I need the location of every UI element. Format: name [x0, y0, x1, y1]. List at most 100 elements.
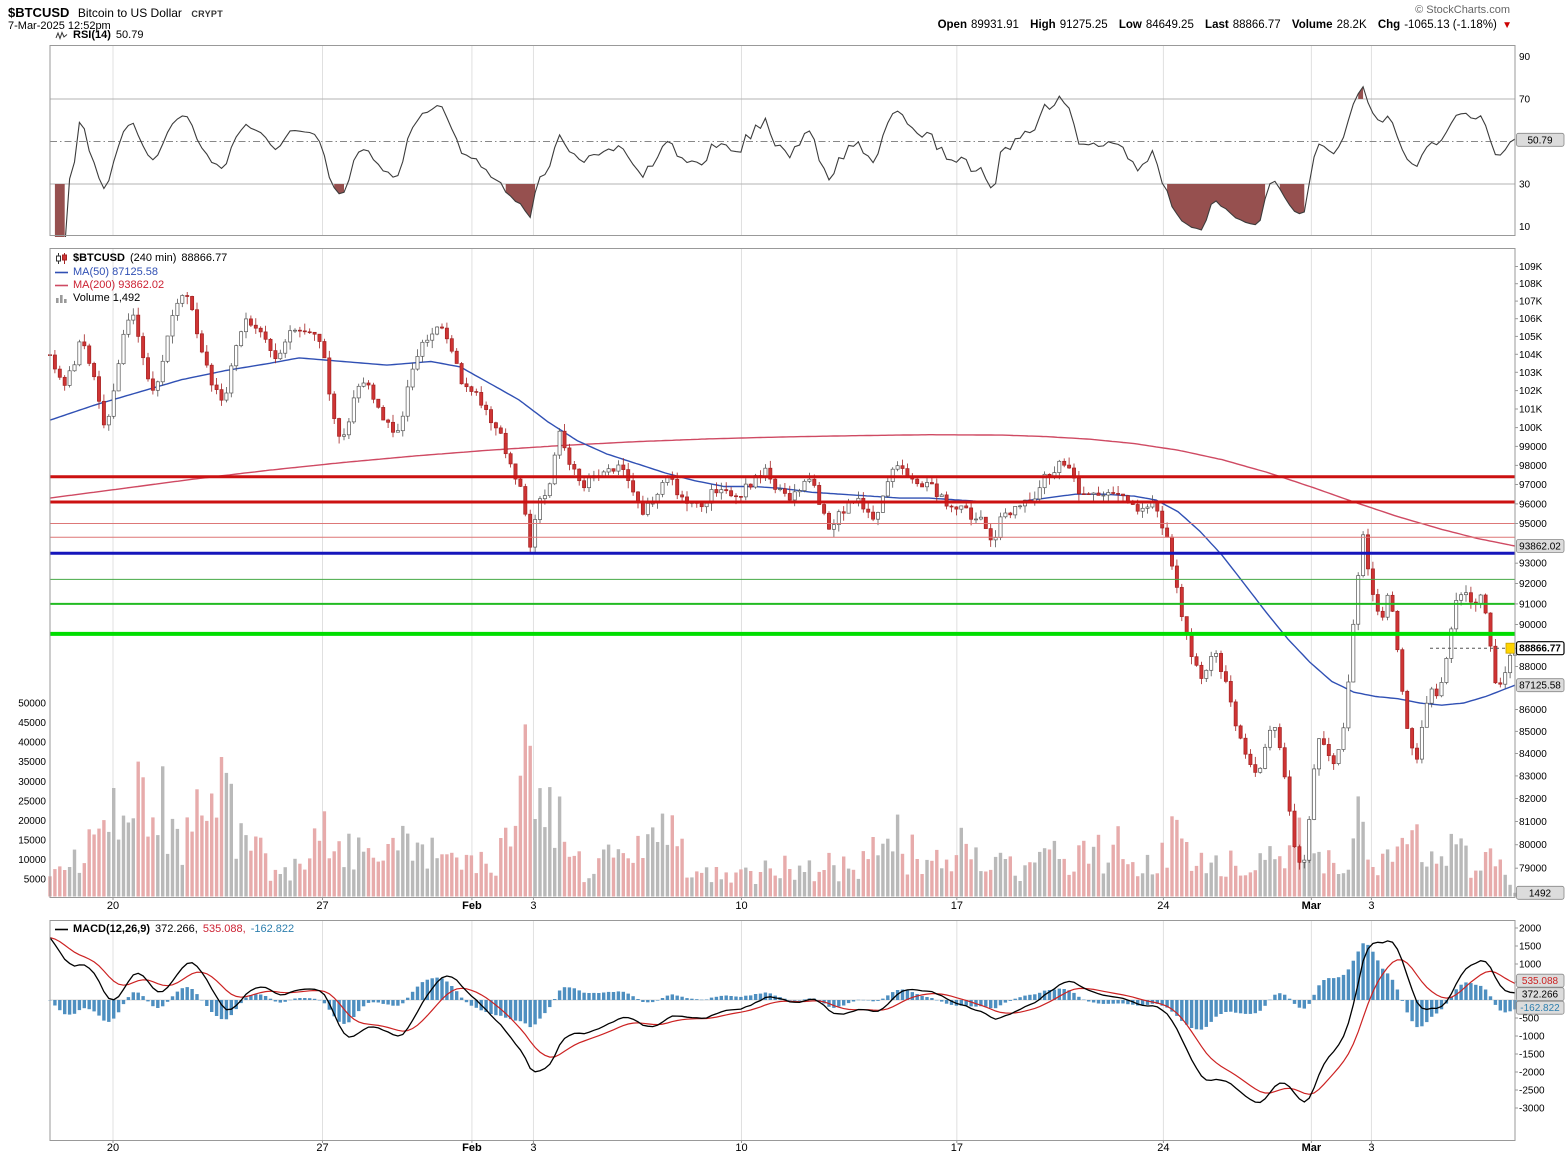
svg-text:85000: 85000	[1519, 727, 1547, 738]
legend-timeframe: (240 min)	[129, 252, 177, 264]
svg-text:3: 3	[1368, 900, 1374, 912]
macd-axis-labels: 200015001000500-500-1000-1500-2000-2500-…	[1515, 924, 1545, 1115]
svg-text:10000: 10000	[18, 855, 46, 866]
svg-text:24: 24	[1157, 1142, 1169, 1154]
vertical-gridlines	[112, 920, 1372, 1140]
quote-open-value: 89931.91	[970, 19, 1019, 31]
svg-text:105K: 105K	[1519, 332, 1543, 343]
volume-bars-icon	[56, 295, 67, 303]
macd-legend-macd: 372.266,	[155, 923, 198, 935]
svg-text:79000: 79000	[1519, 864, 1547, 875]
rsi-overbought-fill	[1358, 86, 1364, 99]
value-badge	[1516, 885, 1565, 900]
svg-text:10: 10	[735, 900, 747, 912]
macd-line-icon	[55, 928, 68, 930]
svg-text:107K: 107K	[1519, 297, 1543, 308]
quote-high-label: High	[1030, 19, 1056, 31]
rsi-axis-labels: 90 70 30 10	[1519, 52, 1531, 233]
ma50-legend: MA(50) 87125.58	[55, 266, 158, 278]
svg-text:87125.58: 87125.58	[1519, 681, 1561, 692]
ma50-line	[49, 357, 1516, 706]
last-price-marker	[1505, 642, 1516, 654]
macd-legend-signal: 535.088,	[202, 923, 246, 935]
quote-last-value: 88866.77	[1232, 19, 1281, 31]
chg-down-icon: ▼	[1502, 20, 1512, 31]
svg-text:81000: 81000	[1519, 817, 1547, 828]
ma200-legend-text: MA(200) 93862.02	[73, 279, 165, 291]
svg-text:-162.822: -162.822	[1520, 1003, 1560, 1014]
ma200-line	[49, 434, 1516, 547]
ticker-name: Bitcoin to US Dollar	[77, 6, 182, 20]
svg-text:96000: 96000	[1519, 499, 1547, 510]
svg-text:88866.77: 88866.77	[1519, 644, 1561, 655]
svg-text:35000: 35000	[18, 757, 46, 768]
svg-text:108K: 108K	[1519, 279, 1543, 290]
svg-text:90000: 90000	[1519, 620, 1547, 631]
symbol-legend: $BTCUSD (240 min) 88866.77	[55, 252, 227, 264]
volume-legend: Volume 1,492	[55, 292, 140, 304]
svg-text:27: 27	[316, 1142, 328, 1154]
svg-text:109K: 109K	[1519, 262, 1543, 273]
svg-text:1000: 1000	[1519, 960, 1542, 971]
ma50-legend-text: MA(50) 87125.58	[73, 266, 158, 278]
svg-text:98000: 98000	[1519, 461, 1547, 472]
rsi-line	[64, 85, 1516, 237]
svg-text:104K: 104K	[1519, 350, 1543, 361]
svg-text:100K: 100K	[1519, 423, 1543, 434]
rsi-indicator-icon	[55, 30, 68, 40]
ticker-symbol: $BTCUSD	[8, 5, 70, 20]
value-badge	[1516, 539, 1565, 553]
svg-text:101K: 101K	[1519, 405, 1543, 416]
svg-text:84000: 84000	[1519, 749, 1547, 760]
svg-text:24: 24	[1157, 900, 1169, 912]
macd-histogram	[48, 943, 1517, 1030]
svg-text:15000: 15000	[18, 835, 46, 846]
svg-text:25000: 25000	[18, 796, 46, 807]
svg-text:80000: 80000	[1519, 840, 1547, 851]
svg-text:-2000: -2000	[1519, 1068, 1545, 1079]
rsi-legend-value: 50.79	[115, 29, 144, 41]
macd-legend-name: MACD(12,26,9)	[73, 923, 151, 935]
svg-text:3: 3	[530, 1142, 536, 1154]
macd-legend: MACD(12,26,9) 372.266, 535.088, -162.822	[55, 923, 294, 935]
svg-text:50000: 50000	[18, 699, 46, 710]
svg-text:93862.02: 93862.02	[1519, 542, 1561, 553]
chart-datetime: 7-Mar-2025 12:52pm	[8, 20, 111, 32]
value-badge	[1515, 641, 1565, 656]
svg-text:27: 27	[316, 900, 328, 912]
svg-text:Feb: Feb	[462, 1142, 482, 1154]
macd-panel: 200015001000500-500-1000-1500-2000-2500-…	[48, 920, 1565, 1154]
candles	[48, 292, 1517, 870]
vertical-gridlines	[112, 45, 1372, 235]
quote-chg-value: -1065.13 (-1.18%)	[1404, 19, 1497, 31]
svg-text:3: 3	[530, 900, 536, 912]
value-badge	[1516, 987, 1565, 1002]
macd-signal-line	[49, 937, 1516, 1095]
svg-text:535.088: 535.088	[1522, 976, 1559, 987]
rsi-panel: 90 70 30 10 50.79	[49, 45, 1565, 237]
svg-text:372.266: 372.266	[1522, 990, 1559, 1001]
svg-text:20: 20	[107, 900, 119, 912]
svg-text:92000: 92000	[1519, 579, 1547, 590]
svg-text:106K: 106K	[1519, 314, 1543, 325]
quote-chg-label: Chg	[1377, 19, 1401, 31]
legend-last-value: 88866.77	[181, 252, 228, 264]
candlestick-icon	[56, 252, 67, 264]
svg-text:97000: 97000	[1519, 480, 1547, 491]
svg-text:99000: 99000	[1519, 442, 1547, 453]
svg-text:86000: 86000	[1519, 705, 1547, 716]
macd-legend-hist: -162.822	[250, 923, 295, 935]
svg-text:50.79: 50.79	[1527, 135, 1552, 146]
svg-text:17: 17	[951, 900, 963, 912]
svg-text:91000: 91000	[1519, 599, 1547, 610]
svg-text:5000: 5000	[24, 875, 47, 886]
ma50-line-icon	[55, 271, 68, 273]
volume-bars	[48, 724, 1517, 897]
value-badge	[1516, 678, 1565, 693]
volume-legend-text: Volume 1,492	[73, 292, 141, 304]
quote-high-value: 91275.25	[1059, 19, 1108, 31]
svg-text:102K: 102K	[1519, 386, 1543, 397]
value-badge	[1516, 1000, 1565, 1015]
quote-volume-label: Volume	[1291, 19, 1333, 31]
